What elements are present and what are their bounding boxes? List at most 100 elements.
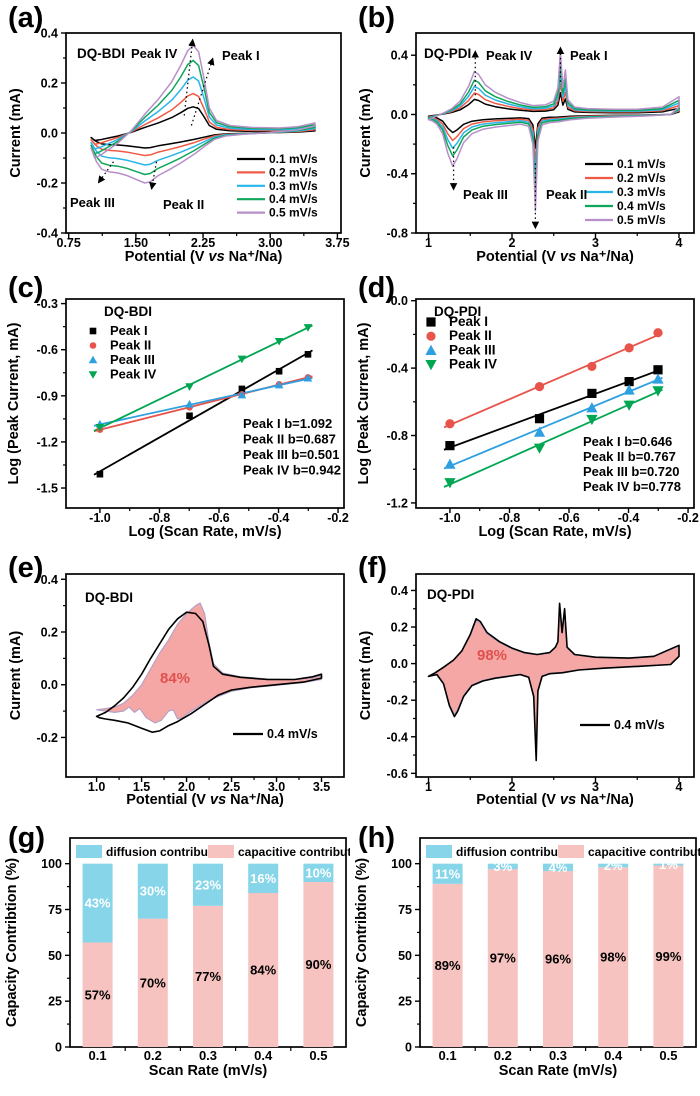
panel-d-chart: 0.0 -0.4 -0.8 -1.2 -1.0 -0.8 -0.6 -0.4 -0.2 Log (… (350, 270, 700, 550)
y-tick-label: -0.2 (36, 731, 58, 745)
panel-h-chart: 0 25 50 75 100 0.1 0.2 0.3 0.4 0.5 Scan Rate (mV/s… (350, 820, 700, 1096)
cv-curves (90, 44, 316, 184)
panel-letter-c: (c) (8, 272, 44, 304)
legend-label: 0.3 mV/s (617, 185, 666, 199)
legend-label: diffusion contribution (106, 845, 230, 859)
panel-a-svg: -0.4 -0.2 0.0 0.2 0.4 0.75 1.50 2.25 3.00 3.75 Pot… (8, 27, 350, 266)
y-tick-label: 0 (405, 1041, 412, 1055)
b-value-line: Peak I b=1.092 (243, 416, 332, 431)
y-tick-label: 0.2 (391, 621, 408, 635)
x-tick-label: 0.1 (89, 1048, 107, 1063)
b-value-line: Peak III b=0.720 (583, 464, 679, 479)
panel-letter-e: (e) (8, 552, 44, 584)
x-tick-label: -0.8 (149, 511, 171, 525)
y-tick-label: 0.4 (391, 49, 408, 63)
panel-c: -0.3 -0.6 -0.9 -1.2 -1.5 -1.0 -0.8 -0.6 -0.4 -0.2… (0, 270, 350, 550)
legend-label: Peak I (449, 314, 488, 329)
panel-letter-f: (f) (358, 552, 387, 584)
bars: 43% 57% 30% 70% 23% 77% 16% 84% 10% 90% (82, 863, 334, 1047)
peak-label: Peak I (570, 48, 608, 63)
legend-label: Peak II (110, 338, 151, 353)
axes: -0.8 -0.4 0.0 0.4 1 2 3 4 Potential (V vs Na⁺/Na… (358, 32, 695, 265)
panel-d: 0.0 -0.4 -0.8 -1.2 -1.0 -0.8 -0.6 -0.4 -0.2 Log (… (350, 270, 700, 550)
panel-h-svg: 0 25 50 75 100 0.1 0.2 0.3 0.4 0.5 Scan Rate (mV/s… (354, 837, 700, 1079)
y-tick-label: 75 (398, 903, 412, 917)
diffusion-bar (432, 863, 463, 884)
x-axis-label: Scan Rate (mV/s) (499, 1063, 618, 1079)
legend-label: 0.2 mV/s (617, 171, 666, 185)
legend-label: Peak III (449, 342, 496, 357)
axes: 0 25 50 75 100 0.1 0.2 0.3 0.4 0.5 Scan Rate (mV/s… (354, 837, 697, 1079)
peak-label: Peak II (546, 187, 587, 202)
panel-a-chart: -0.4 -0.2 0.0 0.2 0.4 0.75 1.50 2.25 3.00 3.75 Pot… (0, 0, 350, 270)
y-tick-label: 0.0 (391, 108, 408, 122)
panel-e-svg: -0.2 0.0 0.2 0.4 1.0 1.5 2.0 2.5 3.0 3.5 Potential… (8, 573, 345, 808)
x-tick-label: -0.8 (499, 511, 521, 525)
legend-label: Peak IV (110, 367, 157, 382)
capacitive-percent-label: 99% (655, 949, 681, 964)
panel-e: -0.2 0.0 0.2 0.4 1.0 1.5 2.0 2.5 3.0 3.5 Potential… (0, 550, 350, 820)
cv-curve-0.5mVs (427, 51, 680, 212)
panel-g-svg: 0 25 50 75 100 0.1 0.2 0.3 0.4 0.5 Scan Rate (mV/s… (4, 837, 350, 1079)
panel-c-svg: -0.3 -0.6 -0.9 -1.2 -1.5 -1.0 -0.8 -0.6 -0.4 -0.2… (6, 297, 349, 540)
b-value-line: Peak II b=0.767 (583, 449, 676, 464)
peak-annotations: Peak IV Peak I Peak III Peak II (449, 46, 608, 230)
panel-letter-b: (b) (358, 2, 396, 34)
panel-a: -0.4 -0.2 0.0 0.2 0.4 0.75 1.50 2.25 3.00 3.75 Pot… (0, 0, 350, 270)
x-tick-label: -0.2 (677, 511, 699, 525)
b-value-line: Peak IV b=0.778 (583, 479, 681, 494)
axes: -0.3 -0.6 -0.9 -1.2 -1.5 -1.0 -0.8 -0.6 -0.4 -0.2… (6, 297, 349, 540)
y-tick-label: -0.6 (36, 343, 58, 357)
panel-c-chart: -0.3 -0.6 -0.9 -1.2 -1.5 -1.0 -0.8 -0.6 -0.4 -0.2… (0, 270, 350, 550)
capacitive-bar (432, 883, 463, 1047)
x-tick-label: -0.6 (208, 511, 230, 525)
diffusion-bar (137, 863, 168, 919)
panel-title: DQ-BDI (85, 590, 133, 605)
legend-label: 0.4 mV/s (267, 727, 318, 741)
y-tick-label: 0.0 (41, 127, 58, 141)
x-tick-label: 3 (592, 236, 599, 250)
diffusion-percent-label: 2% (604, 858, 623, 873)
x-axis-label: Potential (V vs Na⁺/Na) (125, 249, 283, 265)
y-tick-label: -1.5 (36, 482, 58, 496)
legend-label: 0.3 mV/s (269, 179, 318, 193)
diffusion-percent-label: 16% (250, 871, 276, 886)
y-axis-label: Log (Peak Current, mA) (356, 322, 372, 484)
y-tick-label: 0.2 (41, 626, 58, 640)
y-tick-label: -0.9 (36, 389, 58, 403)
panel-title: DQ-PDI (424, 46, 471, 61)
panel-d-svg: 0.0 -0.4 -0.8 -1.2 -1.0 -0.8 -0.6 -0.4 -0.2 Log (… (356, 294, 699, 540)
panel-b: -0.8 -0.4 0.0 0.4 1 2 3 4 Potential (V vs Na⁺/Na… (350, 0, 700, 270)
x-tick-label: 2.0 (178, 780, 195, 794)
diffusion-percent-label: 10% (305, 865, 331, 880)
y-tick-label: 50 (398, 949, 412, 963)
legend-label: 0.4 mV/s (269, 192, 318, 206)
peak-arrow (190, 57, 215, 126)
panel-f-chart: -0.6 -0.4 -0.2 0.0 0.2 0.4 1 2 3 4 Potential (V vs… (350, 550, 700, 820)
y-axis-label: Current (mA) (358, 88, 374, 178)
x-tick-label: 1 (425, 236, 432, 250)
capacitive-bar (598, 867, 629, 1047)
capacitive-percent-label: 89% (435, 958, 461, 973)
legend-label: diffusion contribution (456, 845, 580, 859)
diffusion-percent-label: 11% (435, 866, 461, 881)
y-tick-label: -0.2 (386, 694, 408, 708)
y-tick-label: -0.4 (386, 167, 408, 181)
peak-label: Peak IV (131, 46, 178, 61)
panel-b-svg: -0.8 -0.4 0.0 0.4 1 2 3 4 Potential (V vs Na⁺/Na… (358, 32, 695, 265)
legend-label: 0.1 mV/s (617, 157, 666, 171)
b-value-line: Peak I b=0.646 (583, 434, 672, 449)
diffusion-percent-label: 1% (659, 857, 678, 872)
x-tick-label: 1.50 (124, 236, 148, 250)
y-axis-label: Capacity Contribtion (%) (4, 858, 20, 1027)
legend-label: 0.5 mV/s (269, 206, 318, 220)
bars: 11% 89% 3% 97% 4% 96% 2% 98% 1% 99% (432, 857, 684, 1047)
y-tick-label: 0.0 (41, 678, 58, 692)
capacitive-bar (303, 882, 334, 1047)
b-value-line: Peak IV b=0.942 (243, 463, 341, 478)
y-axis-label: Current (mA) (8, 88, 24, 178)
peak-label: Peak IV (486, 48, 533, 63)
panel-letter-h: (h) (358, 822, 396, 854)
